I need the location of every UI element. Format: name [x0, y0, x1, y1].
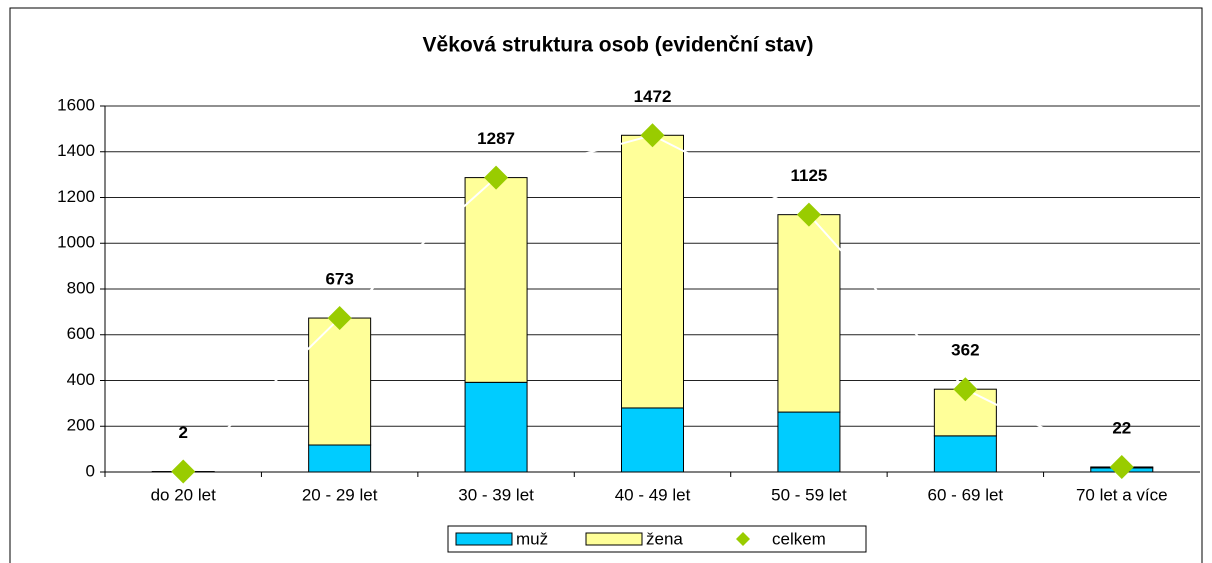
total-marker [484, 165, 509, 190]
legend-box [447, 525, 867, 553]
bar-segment [777, 411, 841, 473]
legend-swatch [585, 532, 643, 546]
y-tick-label: 600 [67, 324, 95, 343]
legend-label: celkem [772, 529, 826, 548]
y-tick-label: 200 [67, 416, 95, 435]
bar-segment [777, 214, 841, 413]
legend-label: žena [646, 529, 683, 548]
total-marker [1109, 454, 1134, 479]
y-tick-label: 400 [67, 370, 95, 389]
x-tick-label: 20 - 29 let [302, 485, 378, 504]
x-tick-label: 30 - 39 let [458, 485, 534, 504]
total-marker [953, 377, 978, 402]
data-label: 1472 [634, 87, 672, 106]
bar-segment [621, 134, 684, 409]
chart-title: Věková struktura osob (evidenční stav) [423, 34, 814, 57]
data-label: 1287 [477, 129, 515, 148]
y-tick-label: 1000 [57, 233, 95, 252]
data-label: 362 [951, 341, 979, 360]
data-label: 2 [178, 423, 187, 442]
bar-segment [621, 407, 684, 473]
y-tick-label: 800 [67, 278, 95, 297]
bar-segment [464, 177, 528, 383]
x-tick-label: 40 - 49 let [615, 485, 691, 504]
x-tick-label: 50 - 59 let [771, 485, 847, 504]
total-marker [640, 123, 665, 148]
bar-segment [308, 317, 372, 446]
total-marker [327, 306, 352, 331]
y-tick-label: 1600 [57, 95, 95, 114]
total-marker [171, 459, 196, 484]
data-label: 22 [1112, 418, 1131, 437]
legend-label: muž [516, 529, 548, 548]
y-tick-label: 1400 [57, 141, 95, 160]
bar-segment [308, 444, 372, 473]
x-tick-label: do 20 let [151, 485, 216, 504]
x-tick-label: 60 - 69 let [928, 485, 1004, 504]
y-tick-label: 1200 [57, 187, 95, 206]
x-tick-label: 70 let a více [1076, 485, 1168, 504]
data-label: 673 [325, 270, 353, 289]
data-label: 1125 [790, 166, 827, 185]
legend-swatch [455, 532, 513, 546]
total-marker [796, 202, 821, 227]
y-tick-label: 0 [86, 461, 95, 480]
bar-segment [464, 381, 528, 473]
chart-border [9, 7, 1203, 563]
legend-marker [736, 532, 750, 546]
bar-segment [933, 435, 997, 473]
